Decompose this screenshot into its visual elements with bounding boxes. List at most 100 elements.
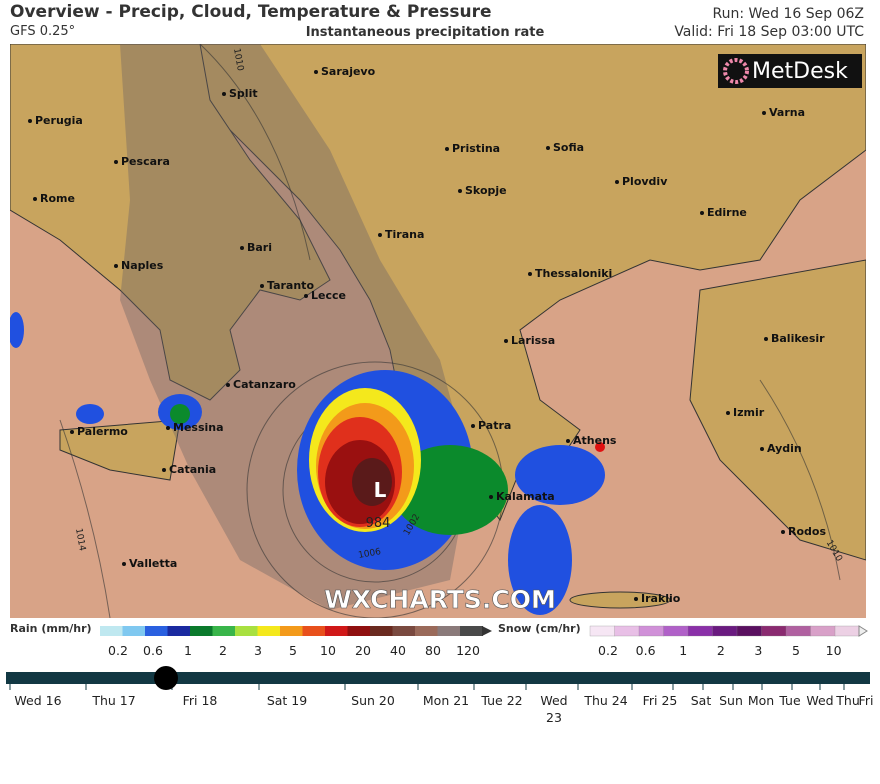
rain-swatch [235, 626, 258, 636]
valid: Valid: Fri 18 Sep 03:00 UTC [674, 24, 864, 40]
rain-swatch [145, 626, 168, 636]
city-label: Aydin [767, 442, 802, 455]
city-label: Lecce [311, 289, 346, 302]
rain-swatch [347, 626, 371, 636]
city-dot [314, 70, 318, 74]
timeline-bar[interactable] [6, 672, 870, 684]
rain-swatch [370, 626, 393, 636]
snow-swatch [614, 625, 640, 637]
run: Run: Wed 16 Sep 06Z [713, 6, 865, 22]
snow-swatch [785, 625, 812, 637]
timeline-label[interactable]: Mon 21 [422, 693, 470, 708]
snow-tick: 2 [717, 643, 725, 658]
rain-swatch [325, 626, 348, 636]
city-label: Catanzaro [233, 378, 296, 391]
city-dot [764, 337, 768, 341]
city-dot [471, 424, 475, 428]
city-dot [762, 111, 766, 115]
timeline-label[interactable]: Tue 22 [481, 693, 523, 708]
rain-title: Rain (mm/hr) [10, 622, 92, 635]
model: GFS 0.25° [10, 24, 75, 39]
precipitation [10, 312, 605, 615]
crete [569, 591, 671, 609]
rain-tick: 0.6 [143, 643, 163, 658]
rain-tick: 20 [355, 643, 371, 658]
rain-swatch [122, 626, 146, 636]
timeline-ticks [9, 684, 845, 690]
city-dot [304, 294, 308, 298]
rain-tick: 0.2 [108, 643, 128, 658]
city-label: Pescara [121, 155, 170, 168]
city-label: Plovdiv [622, 175, 668, 188]
snow-swatch [663, 625, 689, 637]
snow-swatch [687, 625, 714, 637]
timeline-label[interactable]: Tue [779, 693, 801, 708]
city-label: Catania [169, 463, 216, 476]
map: Sarajevo Split Perugia Pescara Pristina Sofia… [10, 44, 866, 618]
rain-tick: 2 [219, 643, 227, 658]
snow-swatch [761, 625, 787, 637]
city-label: Taranto [267, 279, 314, 292]
rain-tick: 1 [184, 643, 192, 658]
snow-arrow [858, 625, 868, 637]
city-dot [70, 430, 74, 434]
rain-arrow [482, 626, 492, 636]
city-label: Larissa [511, 334, 555, 347]
city-label: Tirana [385, 228, 424, 241]
rain-swatch [437, 626, 461, 636]
timeline-label[interactable]: Thu 24 [584, 693, 628, 708]
city-label: Kalamata [496, 490, 555, 503]
city-label: Thessaloniki [535, 267, 612, 280]
city-dot [458, 189, 462, 193]
city-dot [546, 146, 550, 150]
timeline-label[interactable]: Mon [747, 693, 775, 708]
snow-swatch [736, 625, 763, 637]
title: Overview - Precip, Cloud, Temperature & … [10, 2, 492, 22]
timeline-label[interactable]: Wed [806, 693, 834, 708]
city-label: Izmir [733, 406, 765, 419]
timeline-label[interactable]: Fri [858, 693, 874, 708]
city-label: Perugia [35, 114, 83, 127]
city-dot [166, 426, 170, 430]
athens-marker [595, 442, 605, 452]
city-dot [33, 197, 37, 201]
snow-swatch [712, 625, 738, 637]
watermark: WXCHARTS.COM [324, 585, 556, 614]
timeline-label[interactable]: Fri 18 [182, 693, 218, 708]
city-label: Palermo [77, 425, 128, 438]
timeline-label[interactable]: Sat 19 [266, 693, 308, 708]
city-dot [445, 147, 449, 151]
logo: MetDesk [752, 59, 848, 84]
snow-swatch [834, 625, 861, 637]
city-label: Messina [173, 421, 224, 434]
snow-tick: 5 [792, 643, 800, 658]
timeline-label[interactable]: Fri 25 [642, 693, 678, 708]
timeline-label[interactable]: Sun [719, 693, 743, 708]
city-label: Naples [121, 259, 164, 272]
city-dot [615, 180, 619, 184]
timeline-label[interactable]: Sun 20 [351, 693, 395, 708]
timeline-label[interactable]: Wed 23 [540, 693, 568, 725]
logo-icon [723, 58, 749, 84]
city-label: Rome [40, 192, 75, 205]
timeline-label[interactable]: Sat [690, 693, 712, 708]
timeline-knob[interactable] [154, 666, 178, 690]
rain-swatch [167, 626, 191, 636]
snow-swatch [638, 625, 665, 637]
city-label: Edirne [707, 206, 747, 219]
snow-tick: 3 [754, 643, 762, 658]
rain-tick: 10 [320, 643, 336, 658]
snow-swatch [810, 625, 836, 637]
city-label: Patra [478, 419, 511, 432]
timeline-label[interactable]: Thu [836, 693, 860, 708]
snow-swatch [589, 625, 616, 637]
city-dot [504, 339, 508, 343]
rain-swatch [212, 626, 236, 636]
city-dot [114, 160, 118, 164]
city-dot [28, 119, 32, 123]
isobar-label: 1010 [231, 48, 245, 73]
city-dot [162, 468, 166, 472]
timeline-label[interactable]: Thu 17 [92, 693, 136, 708]
city-dot [634, 597, 638, 601]
timeline-label[interactable]: Wed 16 [14, 693, 62, 708]
